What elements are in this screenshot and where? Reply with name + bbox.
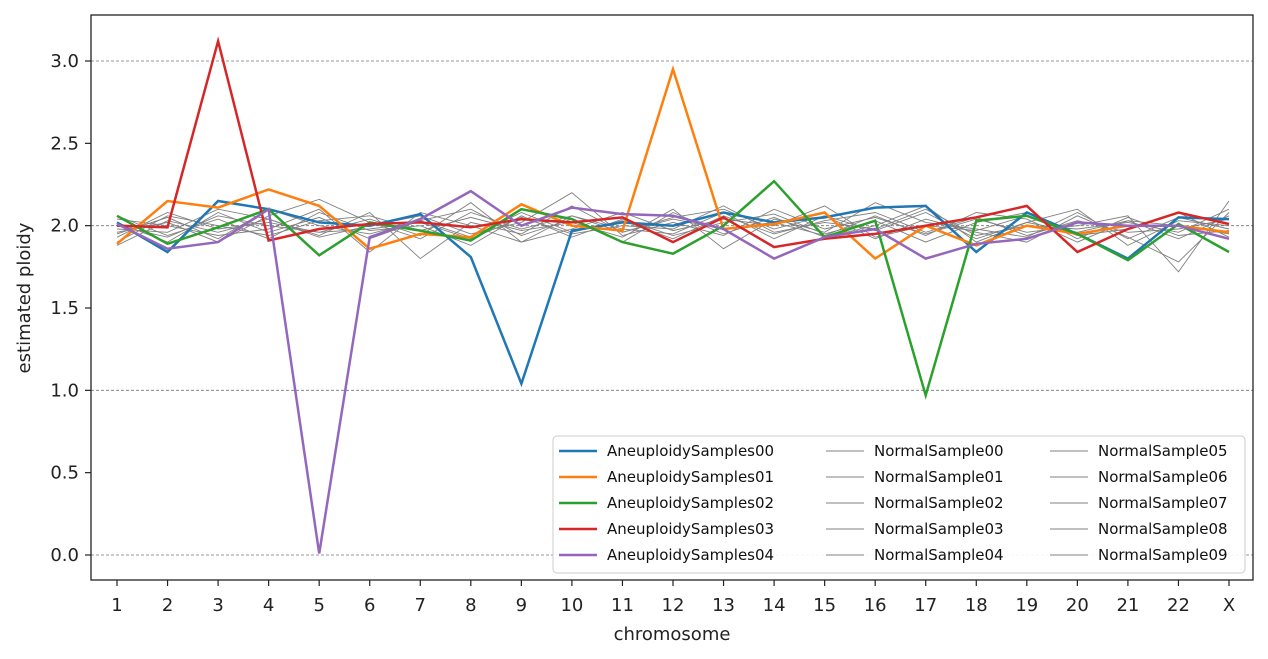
legend-label: NormalSample05 xyxy=(1098,442,1228,460)
series-line-normalsample01 xyxy=(116,205,1230,246)
x-tick-label: 20 xyxy=(1066,595,1089,616)
legend: AneuploidySamples00 AneuploidySamples01 An… xyxy=(552,435,1246,574)
x-tick-label: 7 xyxy=(415,595,426,616)
series-line-aneuploidysamples03 xyxy=(116,36,1230,254)
x-tick-label: 4 xyxy=(263,595,274,616)
x-tick-label: 14 xyxy=(763,595,786,616)
x-tick-label: 9 xyxy=(516,595,527,616)
legend-label: NormalSample00 xyxy=(874,442,1004,460)
y-axis-label: estimated ploidy xyxy=(14,222,35,373)
x-tick-label: 6 xyxy=(364,595,375,616)
x-tick-label: X xyxy=(1223,595,1235,616)
legend-label: AneuploidySamples02 xyxy=(607,494,774,512)
y-tick-label: 1.5 xyxy=(50,298,79,319)
series-line-normalsample04 xyxy=(116,202,1230,243)
y-tick-label: 3.0 xyxy=(50,51,79,72)
legend-label: NormalSample04 xyxy=(874,546,1004,564)
x-tick-label: 3 xyxy=(212,595,223,616)
legend-label: AneuploidySamples04 xyxy=(607,546,774,564)
legend-label: NormalSample02 xyxy=(874,494,1004,512)
x-tick-label: 13 xyxy=(712,595,735,616)
legend-box xyxy=(552,435,1246,574)
y-tick-label: 2.5 xyxy=(50,133,79,154)
y-tick-label: 0.0 xyxy=(50,545,79,566)
x-tick-label: 12 xyxy=(662,595,685,616)
x-axis-label: chromosome xyxy=(614,624,731,645)
y-axis-ticks: 0.0 0.5 1.0 1.5 2.0 2.5 3.0 xyxy=(50,51,91,566)
aneuploidy-series-group xyxy=(116,36,1230,554)
x-tick-label: 2 xyxy=(162,595,173,616)
plot-frame xyxy=(90,14,1254,581)
y-tick-label: 2.0 xyxy=(50,216,79,237)
legend-label: NormalSample08 xyxy=(1098,520,1228,538)
y-tick-label: 1.0 xyxy=(50,380,79,401)
x-tick-label: 19 xyxy=(1015,595,1038,616)
x-tick-label: 21 xyxy=(1116,595,1139,616)
legend-label: AneuploidySamples00 xyxy=(607,442,774,460)
legend-label: NormalSample07 xyxy=(1098,494,1228,512)
legend-label: NormalSample01 xyxy=(874,468,1004,486)
x-tick-label: 10 xyxy=(560,595,583,616)
series-line-aneuploidysamples04 xyxy=(116,189,1230,554)
series-line-normalsample05 xyxy=(116,192,1230,273)
legend-label: NormalSample09 xyxy=(1098,546,1228,564)
x-axis-ticks: 1 2 3 4 5 6 7 8 9 10 11 12 13 14 15 16 17 18 19 20 21 22 X xyxy=(111,580,1235,616)
x-tick-label: 1 xyxy=(111,595,122,616)
x-tick-label: 5 xyxy=(313,595,324,616)
x-tick-label: 22 xyxy=(1167,595,1190,616)
series-line-aneuploidysamples01 xyxy=(116,65,1230,261)
series-line-normalsample00 xyxy=(116,208,1230,240)
legend-label: AneuploidySamples03 xyxy=(607,520,774,538)
legend-label: AneuploidySamples01 xyxy=(607,468,774,486)
x-tick-label: 16 xyxy=(864,595,887,616)
legend-label: NormalSample03 xyxy=(874,520,1004,538)
x-tick-label: 18 xyxy=(965,595,988,616)
x-tick-label: 11 xyxy=(611,595,634,616)
legend-label: NormalSample06 xyxy=(1098,468,1228,486)
x-tick-label: 8 xyxy=(465,595,476,616)
x-tick-label: 15 xyxy=(813,595,836,616)
series-line-normalsample09 xyxy=(116,198,1230,243)
y-tick-label: 0.5 xyxy=(50,463,79,484)
x-tick-label: 17 xyxy=(914,595,937,616)
